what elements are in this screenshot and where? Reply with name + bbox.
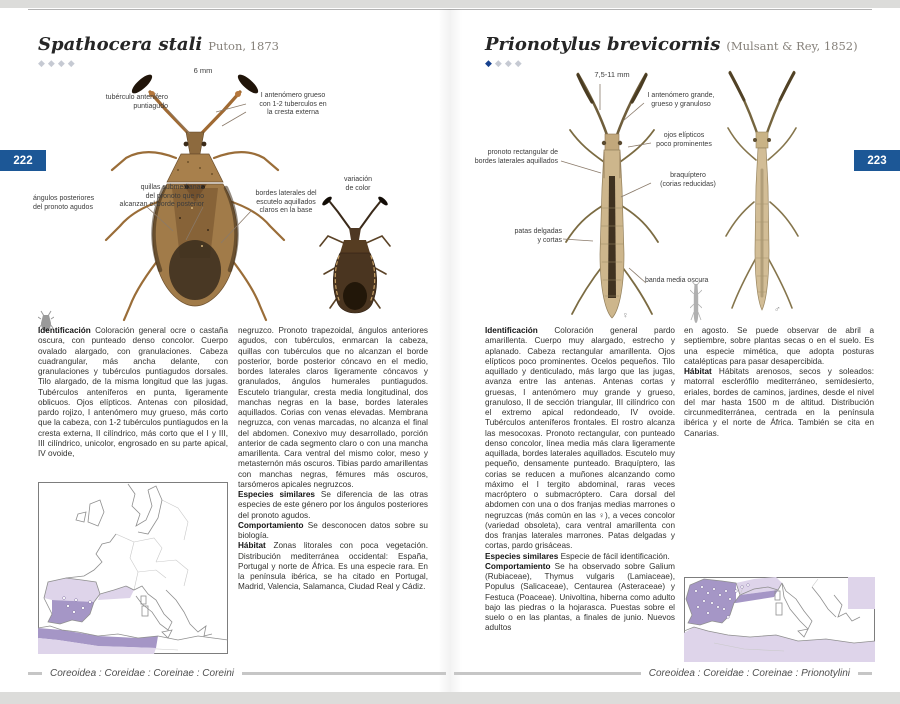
left-column-2: negruzco. Pronoto trapezoidal, ángulos a… xyxy=(238,326,428,593)
annotation-scutellum-edges: bordes laterales del escutelo aquillados… xyxy=(255,190,317,215)
right-taxonomy-breadcrumb: Coreoidea : Coreidae : Coreinae : Priono… xyxy=(648,667,850,679)
left-rarity-diamonds: ◆◆◆◆ xyxy=(38,58,78,69)
left-page-title: Spathocera stali Puton, 1873 xyxy=(38,34,279,55)
identification-paragraph: Identificación Coloración general pardo … xyxy=(485,326,675,551)
left-insect-photo xyxy=(104,74,286,322)
annotation-submedian-keels: quillas submedianas del pronoto que no a… xyxy=(119,184,204,209)
annotation-first-antennomere: I antenómero grande, grueso y granuloso xyxy=(647,92,715,108)
left-taxonomy-breadcrumb: Coreoidea : Coreidae : Coreinae : Corein… xyxy=(50,667,234,679)
identification-continued: negruzco. Pronoto trapezoidal, ángulos a… xyxy=(238,326,428,489)
male-symbol: ♂ xyxy=(774,304,781,314)
annotation-median-band: banda media oscura xyxy=(645,277,709,284)
section-label: Hábitat xyxy=(684,367,712,376)
right-distribution-map xyxy=(684,577,875,662)
page-edge-bottom xyxy=(0,692,900,704)
section-label: Especies similares xyxy=(485,551,559,561)
annotation-eyes: ojos elípticos poco prominentes xyxy=(656,132,712,148)
annotation-legs: patas delgadas y cortas xyxy=(514,228,562,244)
footer-rule-segment xyxy=(858,671,872,675)
behavior-paragraph: Comportamiento Se ha observado sobre Gal… xyxy=(485,561,676,633)
diamond-icon: ◆ xyxy=(494,58,505,68)
annotation-color-variation: variación de color xyxy=(343,176,372,192)
similar-species-paragraph: Especies similares Se diferencia de las … xyxy=(238,490,428,520)
right-rarity-diamonds: ◆◆◆◆ xyxy=(485,58,525,69)
annotation-posterior-angles: ángulos posteriores del pronoto agudos xyxy=(33,195,95,211)
bug-silhouette-icon xyxy=(38,310,54,331)
species-author: Puton, 1873 xyxy=(208,39,279,53)
footer-rule xyxy=(454,671,641,675)
diamond-icon: ◆ xyxy=(485,58,495,68)
diamond-icon: ◆ xyxy=(57,58,68,68)
footer-rule xyxy=(242,671,446,675)
bug-silhouette-icon xyxy=(690,280,702,323)
top-rule xyxy=(28,9,872,10)
habitat-paragraph: Hábitat Hábitats arenosos, secos y solea… xyxy=(684,367,875,438)
species-name: Prionotylus brevicornis xyxy=(485,34,721,55)
similar-species-paragraph: Especies similares Especie de fácil iden… xyxy=(485,551,670,561)
footer-rule-segment xyxy=(28,671,42,675)
left-size-label: 6 mm xyxy=(193,66,213,75)
right-insect-male-photo xyxy=(725,70,799,311)
habitat-paragraph: Hábitat Zonas litorales con poca vegetac… xyxy=(238,541,428,592)
left-insect-variant-photo xyxy=(319,196,391,314)
section-label: Comportamiento xyxy=(238,520,304,530)
section-label: Comportamiento xyxy=(485,561,551,571)
diamond-icon: ◆ xyxy=(514,58,525,68)
page-edge-top xyxy=(0,0,900,8)
annotation-pronotum: pronoto rectangular de bordes laterales … xyxy=(474,149,558,165)
right-page-title: Prionotylus brevicornis (Mulsant & Rey, 1… xyxy=(485,34,858,55)
diamond-icon: ◆ xyxy=(38,58,48,68)
section-label: Identificación xyxy=(485,326,538,335)
female-symbol: ♀ xyxy=(622,310,629,320)
left-page-number-badge: 222 xyxy=(0,150,46,171)
spread-gutter xyxy=(438,9,462,692)
left-footer: Coreoidea : Coreidae : Coreinae : Corein… xyxy=(28,667,446,679)
diamond-icon: ◆ xyxy=(67,58,78,68)
right-footer: Coreoidea : Coreidae : Coreinae : Priono… xyxy=(454,667,872,679)
section-label: Hábitat xyxy=(238,541,266,551)
section-label: Especies similares xyxy=(238,490,315,499)
behavior-continued: en agosto. Se puede observar de abril a … xyxy=(684,326,874,366)
species-name: Spathocera stali xyxy=(38,34,203,55)
left-column-1: Identificación Coloración general ocre o… xyxy=(38,326,228,459)
right-size-label: 7,5-11 mm xyxy=(594,70,630,79)
annotation-brachypterous: braquíptero (corias reducidas) xyxy=(660,172,716,188)
behavior-paragraph: Comportamiento Se desconocen datos sobre… xyxy=(238,520,428,540)
right-insect-female-photo xyxy=(565,72,659,319)
right-column-2: en agosto. Se puede observar de abril a … xyxy=(684,326,874,439)
annotation-first-antennomere: I antenómero grueso con 1-2 tuberculos e… xyxy=(259,92,327,117)
right-page-number-badge: 223 xyxy=(854,150,900,171)
diamond-icon: ◆ xyxy=(504,58,515,68)
annotation-antenniferous-tubercle: tubérculo antenífero puntiagudo xyxy=(105,94,168,110)
left-distribution-map xyxy=(38,482,228,654)
section-label: Identificación xyxy=(38,326,91,335)
diamond-icon: ◆ xyxy=(47,58,58,68)
right-column-1: Identificación Coloración general pardo … xyxy=(485,326,675,634)
identification-paragraph: Identificación Coloración general ocre o… xyxy=(38,326,228,458)
species-author: (Mulsant & Rey, 1852) xyxy=(726,39,858,53)
